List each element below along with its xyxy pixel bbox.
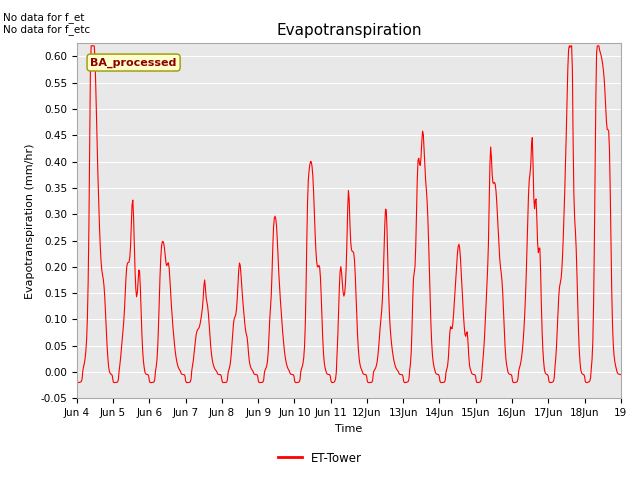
Text: No data for f_etc: No data for f_etc bbox=[3, 24, 90, 35]
Text: BA_processed: BA_processed bbox=[90, 58, 177, 68]
Legend: ET-Tower: ET-Tower bbox=[273, 447, 367, 469]
X-axis label: Time: Time bbox=[335, 424, 362, 433]
Y-axis label: Evapotranspiration (mm/hr): Evapotranspiration (mm/hr) bbox=[25, 143, 35, 299]
Text: No data for f_et: No data for f_et bbox=[3, 12, 84, 23]
Title: Evapotranspiration: Evapotranspiration bbox=[276, 23, 422, 38]
